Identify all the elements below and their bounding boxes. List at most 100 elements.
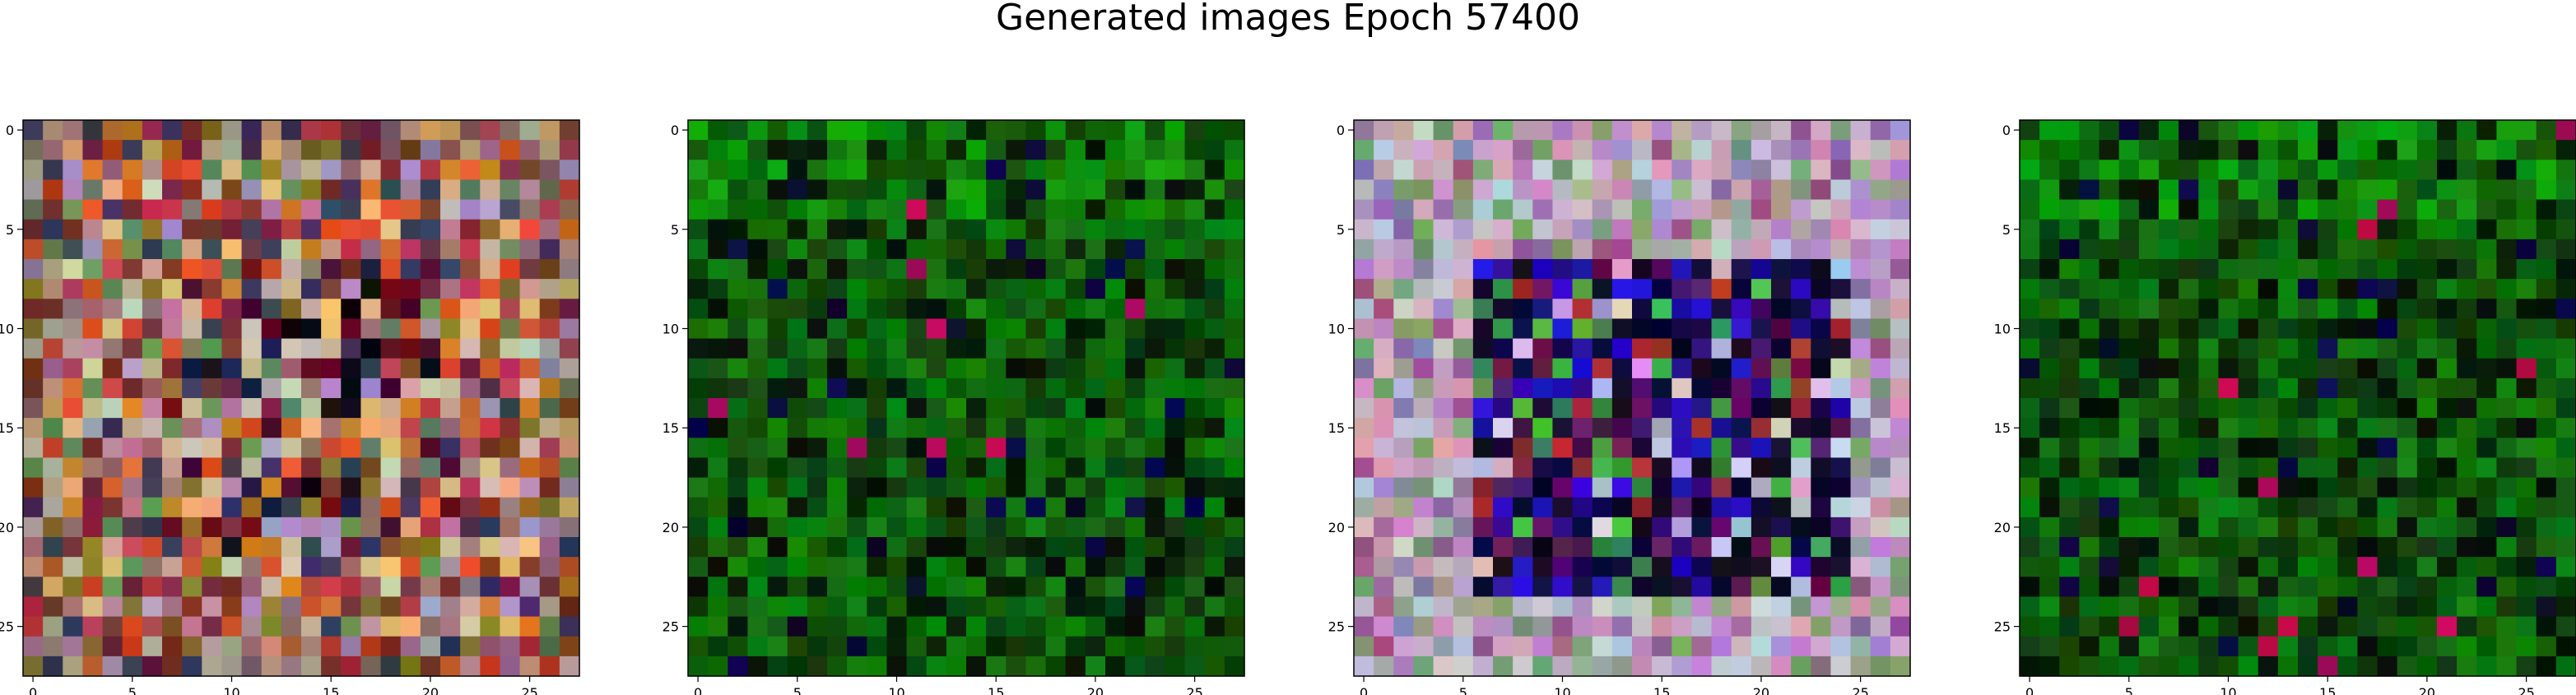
image-pixel xyxy=(400,120,421,141)
image-pixel xyxy=(1771,338,1792,359)
image-pixel xyxy=(2437,358,2457,379)
image-pixel xyxy=(1870,160,1891,181)
image-pixel xyxy=(2318,438,2338,459)
image-pixel xyxy=(162,636,183,657)
image-pixel xyxy=(2437,199,2457,220)
image-pixel xyxy=(1433,418,1454,438)
image-pixel xyxy=(281,259,302,280)
image-pixel xyxy=(2318,140,2338,160)
image-pixel xyxy=(2318,557,2338,577)
image-pixel xyxy=(747,199,769,220)
image-pixel xyxy=(1592,318,1613,340)
image-pixel xyxy=(2476,318,2498,340)
image-pixel xyxy=(1850,557,1872,577)
image-pixel xyxy=(2159,179,2179,201)
image-pixel xyxy=(966,160,987,181)
image-pixel xyxy=(1611,299,1633,320)
image-pixel xyxy=(2178,378,2199,399)
image-pixel xyxy=(1006,616,1027,637)
image-pixel xyxy=(688,656,709,677)
image-pixel xyxy=(926,517,947,538)
image-pixel xyxy=(241,358,263,379)
image-pixel xyxy=(2496,179,2518,201)
image-pixel xyxy=(1850,338,1872,359)
image-pixel xyxy=(142,577,163,598)
image-pixel xyxy=(1751,299,1772,320)
image-pixel xyxy=(2257,259,2279,280)
image-pixel xyxy=(966,338,987,359)
image-pixel xyxy=(708,537,728,558)
image-pixel xyxy=(1791,299,1811,320)
image-pixel xyxy=(807,517,828,538)
image-pixel xyxy=(1493,477,1514,498)
image-pixel xyxy=(2159,120,2179,141)
image-pixel xyxy=(182,239,202,260)
image-pixel xyxy=(460,636,481,657)
image-pixel xyxy=(2416,596,2438,618)
image-pixel xyxy=(261,616,282,637)
image-pixel xyxy=(1204,239,1225,260)
image-pixel xyxy=(1184,616,1206,637)
image-pixel xyxy=(480,636,501,657)
image-pixel xyxy=(688,358,709,379)
image-pixel xyxy=(2318,318,2338,340)
image-pixel xyxy=(1472,616,1494,637)
image-pixel xyxy=(966,577,987,598)
image-pixel xyxy=(43,497,63,518)
image-pixel xyxy=(539,378,560,399)
image-pixel xyxy=(1731,358,1752,379)
image-pixel xyxy=(708,120,728,141)
image-pixel xyxy=(2178,656,2199,677)
image-pixel xyxy=(519,279,541,299)
image-pixel xyxy=(2496,557,2518,577)
image-pixel xyxy=(1751,120,1772,141)
image-pixel xyxy=(1006,299,1027,320)
image-pixel xyxy=(301,497,322,518)
image-pixel xyxy=(2377,398,2398,419)
image-pixel xyxy=(1493,378,1514,399)
image-pixel xyxy=(747,596,769,618)
image-pixel xyxy=(1374,299,1394,320)
image-pixel xyxy=(202,477,223,498)
image-pixel xyxy=(519,537,541,558)
image-pixel xyxy=(2357,477,2378,498)
image-pixel xyxy=(2277,378,2299,399)
image-pixel xyxy=(281,338,302,359)
image-pixel xyxy=(1850,259,1872,280)
image-pixel xyxy=(1532,636,1554,657)
image-pixel xyxy=(2059,557,2081,577)
image-pixel xyxy=(1672,477,1693,498)
image-pixel xyxy=(807,537,828,558)
image-pixel xyxy=(1006,378,1027,399)
image-pixel xyxy=(559,160,580,181)
image-pixel xyxy=(946,279,967,299)
image-pixel xyxy=(1393,517,1415,538)
image-pixel xyxy=(281,120,302,141)
image-pixel xyxy=(1532,438,1554,459)
image-pixel xyxy=(1672,279,1693,299)
image-pixel xyxy=(1006,358,1027,379)
image-pixel xyxy=(122,517,143,538)
image-pixel xyxy=(2079,239,2100,260)
image-pixel xyxy=(1006,577,1027,598)
image-pixel xyxy=(2138,497,2160,518)
image-pixel xyxy=(460,120,481,141)
image-pixel xyxy=(728,438,749,459)
image-pixel xyxy=(2437,577,2457,598)
image-pixel xyxy=(1105,120,1126,141)
image-pixel xyxy=(986,378,1007,399)
image-pixel xyxy=(1184,398,1206,419)
image-pixel xyxy=(1751,418,1772,438)
image-pixel xyxy=(966,279,987,299)
image-pixel xyxy=(1611,457,1633,479)
image-pixel xyxy=(2377,259,2398,280)
image-pixel xyxy=(767,120,788,141)
image-pixel xyxy=(1870,219,1891,240)
image-pixel xyxy=(1771,457,1792,479)
image-pixel xyxy=(2357,497,2378,518)
image-pixel xyxy=(480,418,501,438)
image-pixel xyxy=(420,497,441,518)
image-pixel xyxy=(1374,517,1394,538)
image-pixel xyxy=(261,656,282,677)
image-pixel xyxy=(2020,120,2040,141)
